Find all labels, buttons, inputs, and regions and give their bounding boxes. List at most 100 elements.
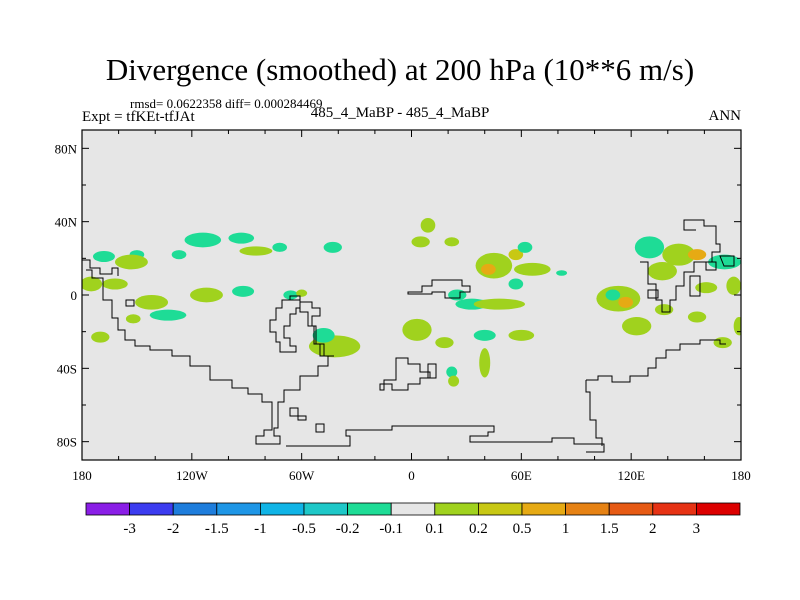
contour-region (687, 249, 707, 261)
y-tick-label: 0 (71, 288, 78, 303)
colorbar-label: -0.5 (292, 521, 316, 537)
colorbar-label: 0.2 (469, 521, 488, 537)
contour-region (713, 337, 732, 349)
coastline-australia (586, 339, 726, 383)
colorbar-swatch (477, 502, 523, 516)
coastline-australia-west (585, 380, 603, 446)
x-tick-label: 60E (511, 468, 532, 483)
colorbar-swatch (129, 502, 174, 516)
case-label: 485_4_MaBP - 485_4_MaBP (310, 105, 490, 121)
coastline-americas (86, 269, 329, 445)
chart-title: Divergence (smoothed) at 200 hPa (10**6 … (105, 52, 695, 87)
colorbar-label: -2 (167, 521, 180, 537)
contour-region (149, 309, 187, 321)
contour-region (596, 285, 641, 312)
colorbar-swatch (216, 502, 261, 516)
contour-region (420, 218, 436, 233)
contour-region (726, 276, 741, 295)
contour-region (687, 311, 707, 323)
colorbar-label: 1 (562, 521, 570, 537)
contour-region (654, 304, 674, 316)
colorbar-label: -1 (254, 521, 267, 537)
experiment-label: Expt = tfKEt-tfJAt (82, 109, 195, 125)
colorbar-label: 1.5 (600, 521, 619, 537)
contour-region (125, 314, 141, 324)
coastline-layer (82, 219, 735, 453)
contour-region (618, 296, 633, 308)
contour-region (662, 243, 696, 266)
contour-region (190, 287, 223, 303)
colorbar-label: -1.5 (205, 521, 229, 537)
colorbar-label: -0.2 (336, 521, 360, 537)
coastline-caribbean (125, 299, 135, 307)
colorbar-swatch (608, 502, 654, 516)
contour-region (508, 329, 535, 341)
contour-region (135, 295, 169, 310)
colorbar: -3 -2 -1.5 -1 -0.5 -0.2 -0.1 0.1 0.2 0.5 1 1.5 2 3 (85, 502, 741, 537)
contour-region (634, 236, 665, 259)
x-tick-label: 120E (617, 468, 645, 483)
colorbar-label: 0.1 (425, 521, 444, 537)
contour-region (171, 250, 187, 260)
colorbar-swatch (565, 502, 610, 516)
colorbar-label: 3 (693, 521, 701, 537)
colorbar-swatch (390, 502, 436, 516)
contour-region (475, 252, 513, 279)
coastline-south-america (282, 295, 334, 357)
x-tick-label: 180 (72, 468, 92, 483)
colorbar-swatch (521, 502, 566, 516)
contour-region (272, 242, 288, 252)
contour-region (296, 289, 308, 297)
contour-region (228, 232, 255, 244)
coastline-asia (640, 219, 721, 313)
contour-region (411, 236, 430, 248)
colorbar-swatch (696, 502, 741, 516)
contour-region (184, 232, 222, 248)
x-tick-label: 180 (731, 468, 751, 483)
contour-region (91, 331, 110, 343)
contour-region (448, 375, 460, 387)
plot-background (82, 130, 741, 460)
coastline-antarctica (286, 425, 605, 453)
contour-region (283, 290, 299, 300)
contour-region (556, 270, 568, 276)
colorbar-swatch (347, 502, 392, 516)
season-label: ANN (708, 108, 742, 124)
contour-region (733, 317, 741, 336)
contour-region (695, 282, 718, 294)
y-tick-label: 40N (55, 215, 78, 230)
contour-region (446, 366, 458, 378)
contour-region (508, 278, 524, 290)
contour-region (508, 249, 524, 261)
coastline-small-islands (289, 407, 325, 433)
contour-fill-layer (82, 218, 741, 387)
contour-region (114, 254, 148, 270)
contour-region (622, 317, 652, 336)
contour-region (605, 289, 621, 301)
contour-region (82, 276, 103, 292)
contour-region (517, 241, 533, 253)
colorbar-label: 0.5 (513, 521, 532, 537)
x-tick-label: 60W (289, 468, 315, 483)
y-tick-label: 40S (57, 361, 77, 376)
statistics-line: rmsd= 0.0622358 diff= 0.000284469 (130, 96, 323, 111)
contour-region (444, 237, 460, 247)
contour-region (312, 328, 335, 343)
contour-region (435, 337, 454, 349)
contour-region (323, 241, 342, 253)
colorbar-swatch (652, 502, 697, 516)
contour-region (473, 329, 496, 341)
coastline-africa-south (379, 357, 431, 391)
x-tick-label: 0 (408, 468, 415, 483)
coastline-africa-north (407, 279, 471, 299)
contour-region (239, 246, 273, 256)
coastline-central-america (82, 259, 119, 276)
x-tick-label: 120W (176, 468, 209, 483)
contour-region (402, 318, 432, 341)
colorbar-label: -0.1 (379, 521, 403, 537)
colorbar-swatch (85, 502, 130, 516)
y-tick-label: 80S (57, 435, 77, 450)
axis-ticks: 180 120W 60W 0 60E 120E 180 80N 40N 0 40S 80S (55, 130, 751, 483)
colorbar-swatch (172, 502, 218, 516)
